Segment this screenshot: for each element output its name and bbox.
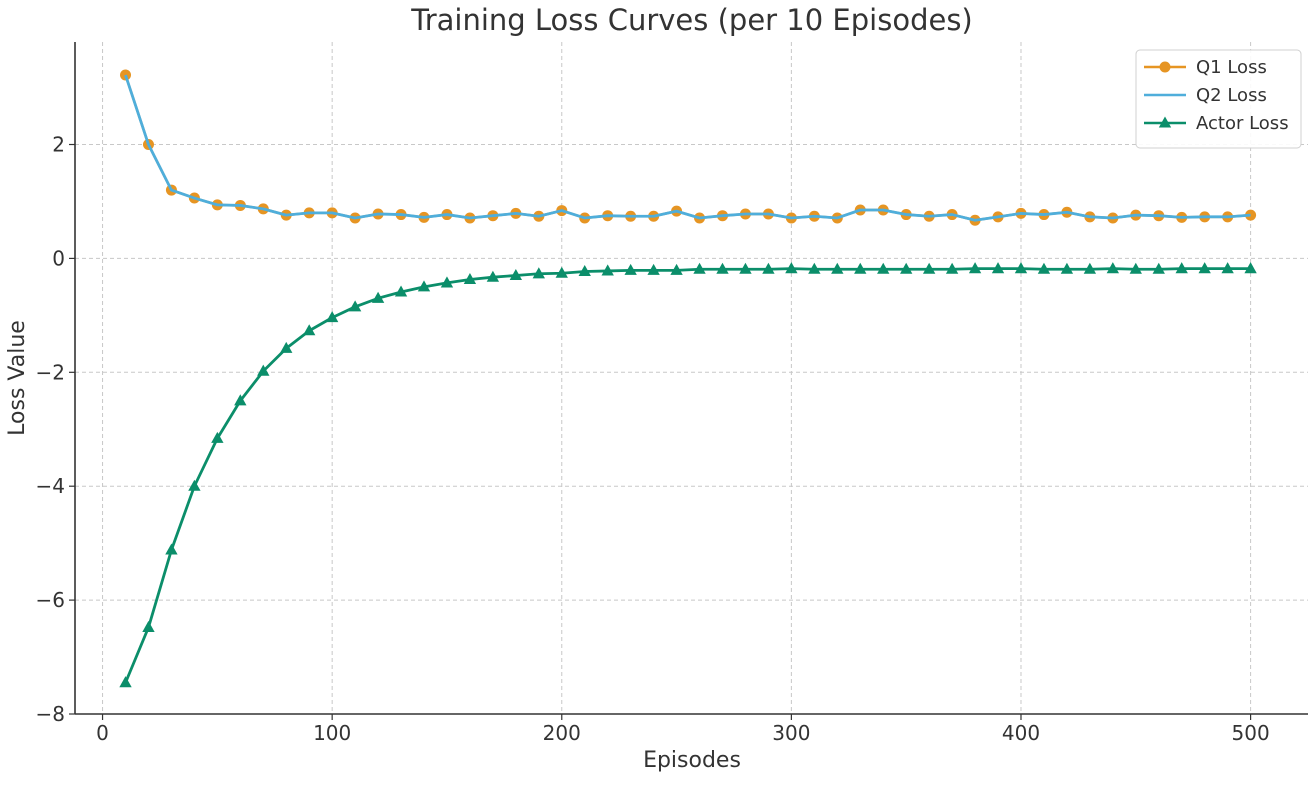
actor-loss-point <box>922 262 936 274</box>
y-tick-label: 0 <box>52 246 65 270</box>
actor-loss-point <box>1244 262 1257 274</box>
actor-loss-point <box>280 341 293 353</box>
actor-loss-point <box>601 264 614 276</box>
actor-loss-point <box>624 263 637 275</box>
actor-loss-point <box>211 431 224 443</box>
grid <box>75 42 1308 715</box>
x-tick-label: 300 <box>772 721 810 745</box>
actor-loss-point <box>1175 262 1188 274</box>
y-tick-label: −8 <box>36 702 65 726</box>
x-tick-label: 100 <box>313 721 351 745</box>
chart-title: Training Loss Curves (per 10 Episodes) <box>410 3 973 37</box>
legend-label: Actor Loss <box>1196 113 1289 134</box>
x-tick-label: 400 <box>1002 721 1040 745</box>
q1-loss-line <box>124 74 1251 222</box>
actor-loss-point <box>578 265 591 277</box>
x-tick-label: 200 <box>543 721 581 745</box>
actor-loss-point <box>555 266 568 278</box>
actor-loss-point <box>119 676 132 688</box>
actor-loss-point <box>945 262 959 274</box>
actor-loss-point <box>647 263 660 275</box>
x-tick-label: 500 <box>1232 721 1270 745</box>
actor-loss-point <box>417 280 431 292</box>
actor-loss-point <box>463 272 477 285</box>
series-layer <box>119 69 1257 688</box>
actor-loss-point <box>762 262 775 274</box>
actor-loss-point <box>808 262 821 274</box>
legend-swatch-marker <box>1158 116 1172 128</box>
actor-loss-point <box>968 262 982 274</box>
y-tick-label: −4 <box>36 474 65 498</box>
y-axis-title: Loss Value <box>5 320 30 436</box>
actor-loss-point <box>509 268 523 281</box>
actor-loss-point <box>1129 262 1142 274</box>
legend-swatch-marker <box>1159 61 1171 73</box>
q2-loss-line <box>124 74 1251 222</box>
actor-loss-point <box>785 262 798 274</box>
y-tick-label: −2 <box>36 360 65 384</box>
actor-loss-point <box>532 267 545 279</box>
actor-loss-point <box>1014 262 1028 274</box>
actor-loss-point <box>831 262 844 274</box>
actor-loss-point <box>257 364 270 376</box>
actor-loss-point <box>440 276 454 288</box>
legend-item-actor-loss: Actor Loss <box>1144 113 1289 134</box>
actor-loss-point <box>371 291 385 303</box>
y-tick-label: 2 <box>52 133 65 157</box>
actor-loss-point <box>991 262 1005 274</box>
x-tick-label: 0 <box>96 721 109 745</box>
legend: Q1 Loss Q2 Loss Actor Loss <box>1135 49 1302 149</box>
legend-item-q2-loss: Q2 Loss <box>1144 85 1267 106</box>
actor-loss-point <box>1152 262 1165 274</box>
actor-loss-point <box>325 311 339 323</box>
actor-loss-point <box>877 262 890 274</box>
actor-loss-point <box>854 262 867 274</box>
actor-loss-point <box>1083 262 1097 274</box>
y-tick-label: −6 <box>36 588 65 612</box>
actor-loss-point <box>716 262 729 274</box>
actor-loss-line <box>124 267 1251 684</box>
actor-loss-point <box>1037 262 1051 274</box>
actor-loss-point <box>1198 262 1211 274</box>
actor-loss-point <box>670 263 683 275</box>
q1-loss-series <box>120 69 1257 226</box>
actor-loss-point <box>188 479 201 491</box>
actor-loss-point <box>394 285 408 297</box>
actor-loss-point <box>900 262 913 274</box>
tick-labels: 0 100 200 300 400 500 −8 −6 −4 −2 0 2 <box>36 133 1270 745</box>
actor-loss-point <box>348 300 362 312</box>
actor-loss-point <box>486 270 500 282</box>
actor-loss-point <box>303 324 316 336</box>
actor-loss-point <box>1221 262 1234 274</box>
actor-loss-point <box>165 543 178 555</box>
actor-loss-point <box>1060 262 1074 274</box>
legend-item-q1-loss: Q1 Loss <box>1144 57 1267 78</box>
actor-loss-series <box>119 262 1257 688</box>
legend-label: Q2 Loss <box>1196 85 1267 106</box>
q2-loss-series <box>124 74 1251 222</box>
actor-loss-point <box>234 394 247 406</box>
actor-loss-point <box>693 262 706 274</box>
x-axis-title: Episodes <box>643 748 741 773</box>
actor-loss-point <box>739 262 752 274</box>
legend-label: Q1 Loss <box>1196 57 1267 78</box>
actor-loss-point <box>1106 262 1120 274</box>
actor-loss-point <box>142 620 155 632</box>
axes <box>69 42 1308 720</box>
